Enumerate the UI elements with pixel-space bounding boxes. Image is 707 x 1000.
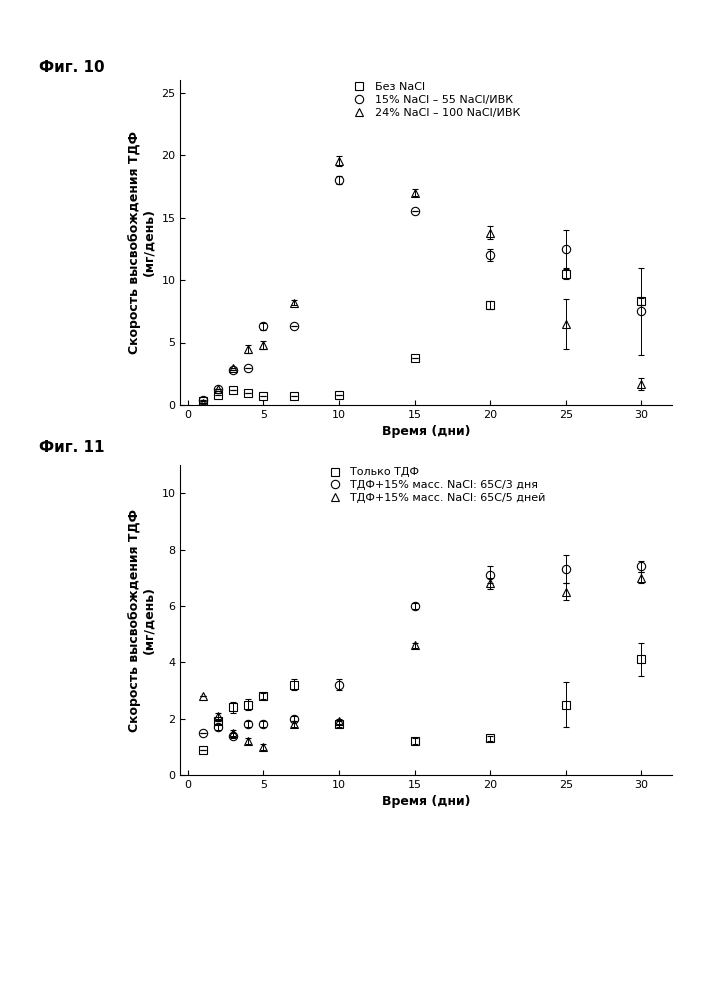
X-axis label: Время (дни): Время (дни) <box>382 795 470 808</box>
Y-axis label: Скорость высвобождения ТДФ
(мг/день): Скорость высвобождения ТДФ (мг/день) <box>128 508 156 732</box>
Legend: Без NaCl, 15% NaCl – 55 NaCl/ИВК, 24% NaCl – 100 NaCl/ИВК: Без NaCl, 15% NaCl – 55 NaCl/ИВК, 24% Na… <box>348 82 520 118</box>
X-axis label: Время (дни): Время (дни) <box>382 425 470 438</box>
Legend: Только ТДФ, ТДФ+15% масс. NaCl: 65С/3 дня, ТДФ+15% масс. NaCl: 65С/5 дней: Только ТДФ, ТДФ+15% масс. NaCl: 65С/3 дн… <box>323 467 546 503</box>
Text: Фиг. 10: Фиг. 10 <box>39 60 105 75</box>
Text: Фиг. 11: Фиг. 11 <box>39 440 105 455</box>
Y-axis label: Скорость высвобождения ТДФ
(мг/день): Скорость высвобождения ТДФ (мг/день) <box>128 131 156 354</box>
